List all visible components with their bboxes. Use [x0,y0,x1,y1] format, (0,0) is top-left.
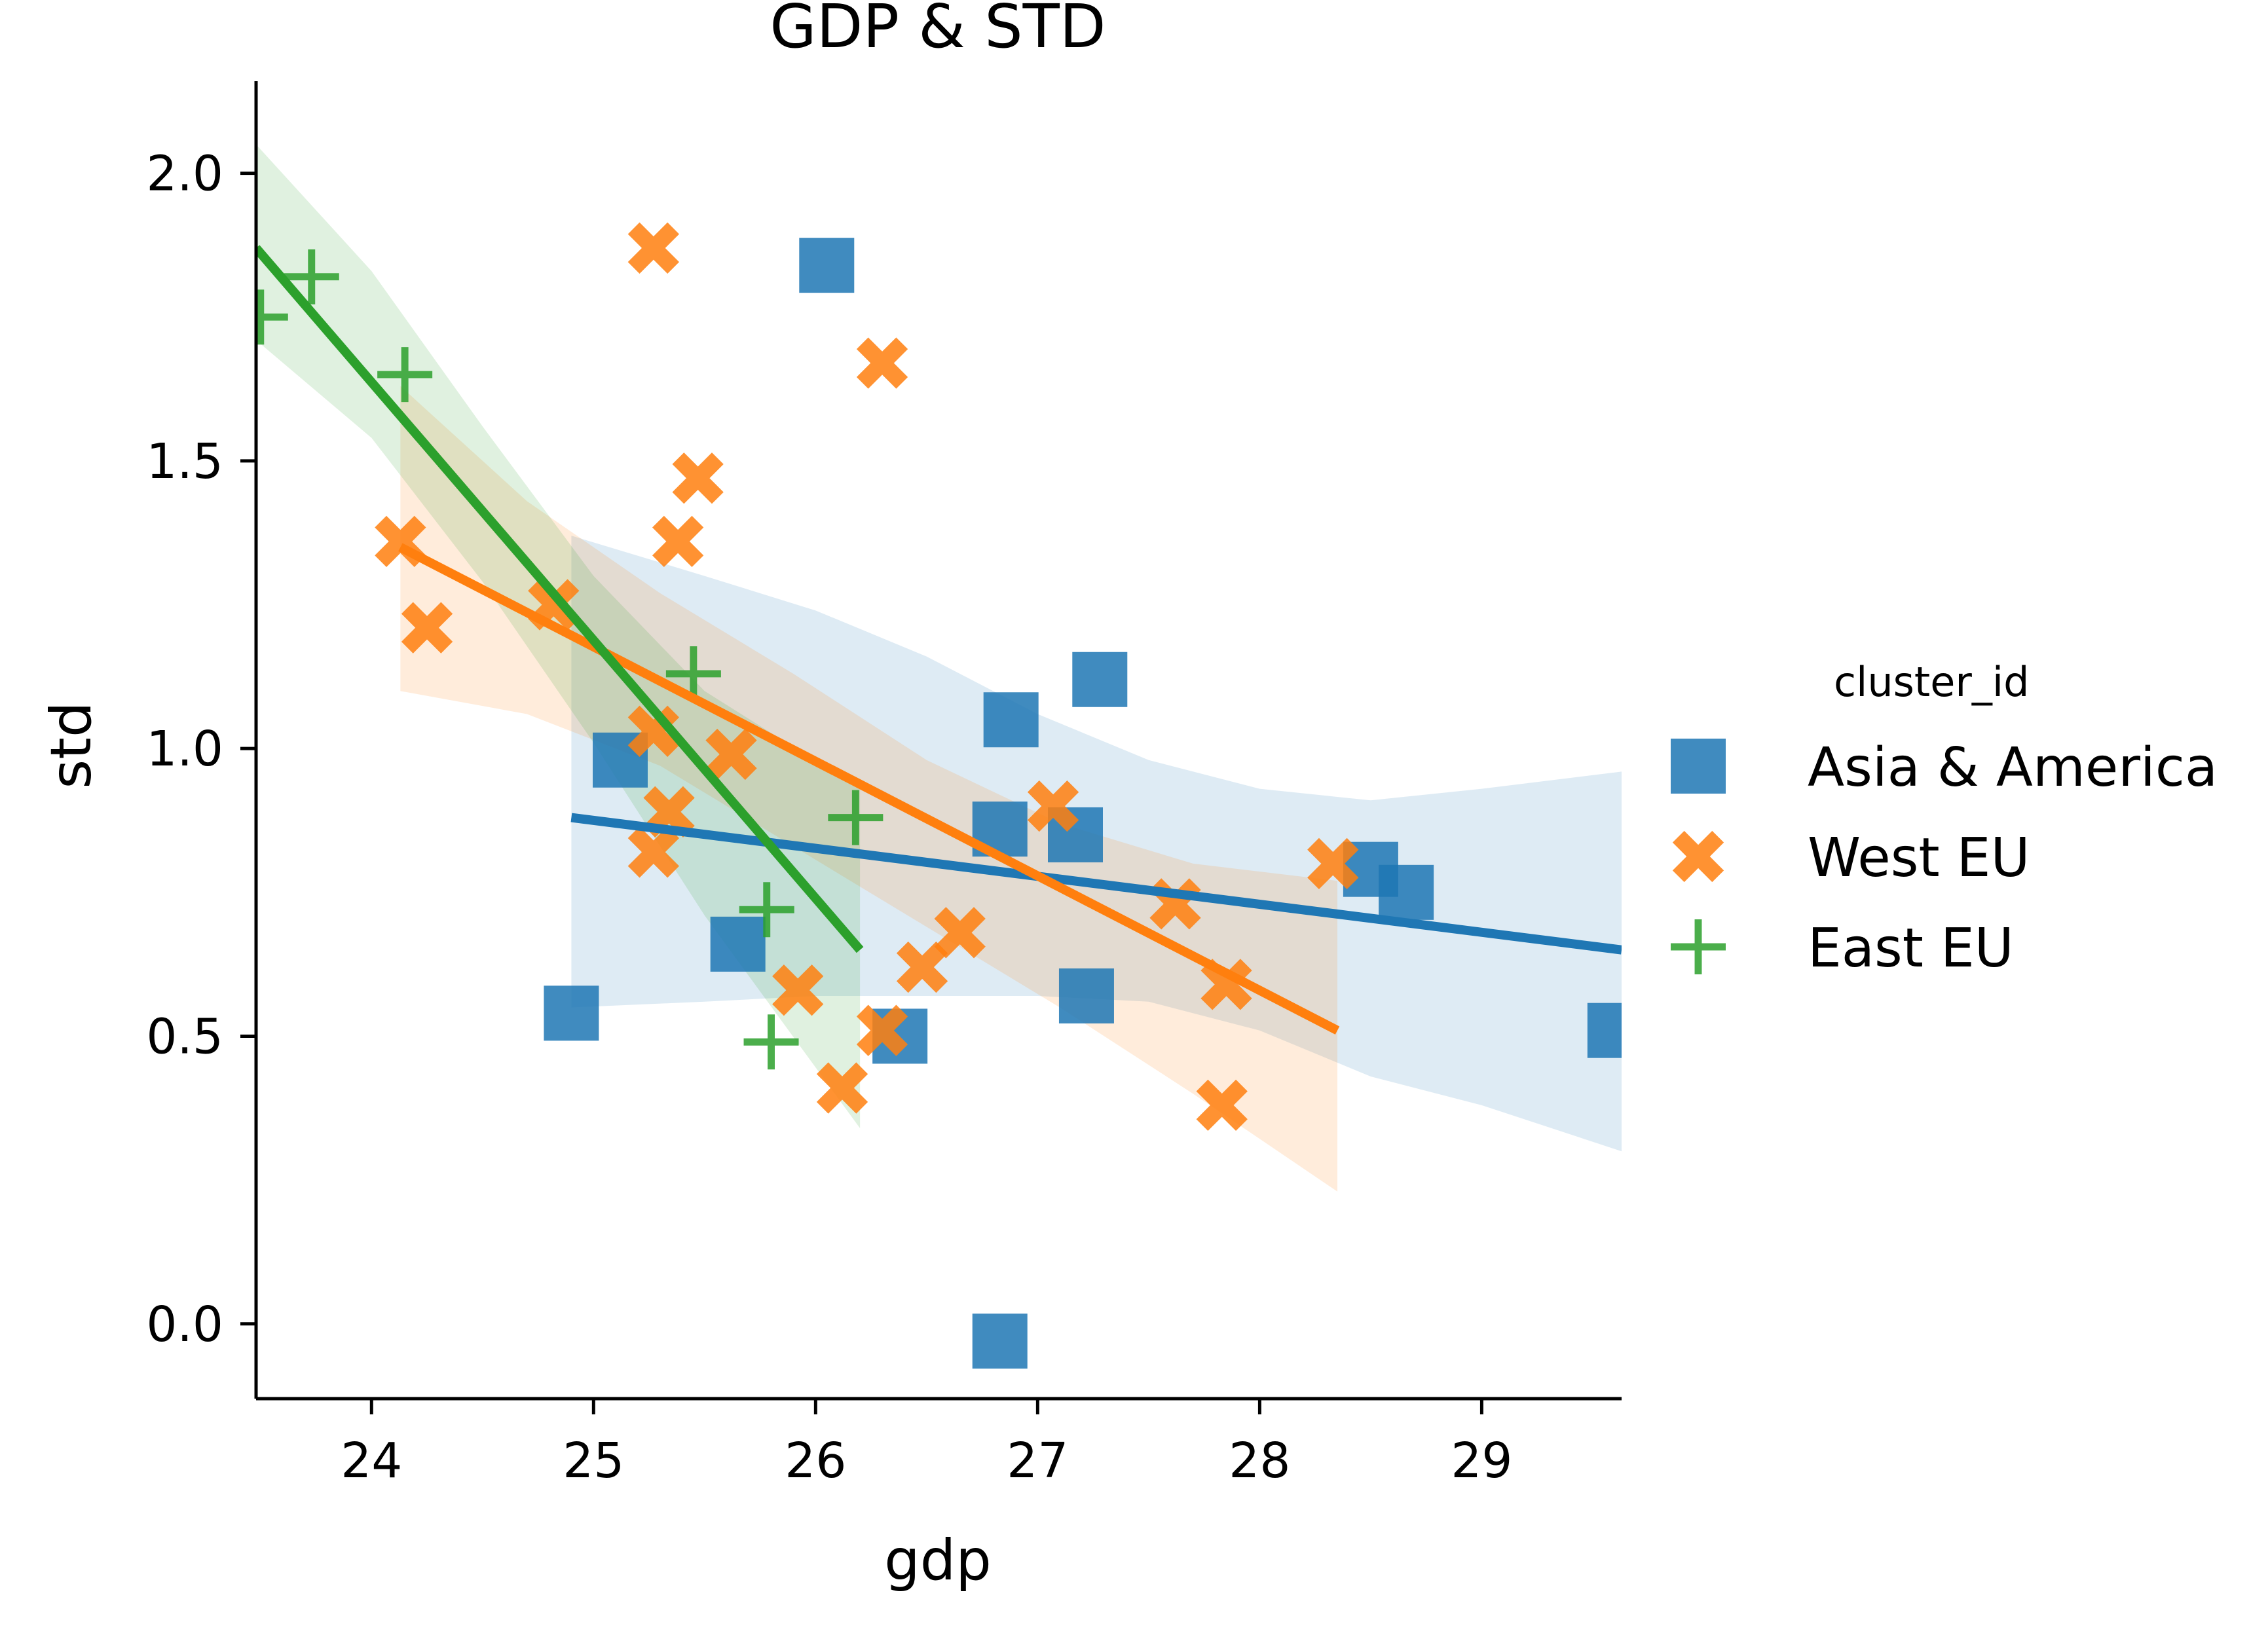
regression-line [398,543,1340,1035]
y-tick-label: 1.0 [146,721,223,777]
data-point [1196,1079,1248,1131]
y-tick-label: 0.5 [146,1008,223,1065]
data-point [284,249,339,304]
legend-entry-label: East EU [1808,917,2014,980]
data-point [856,337,908,389]
y-tick-label: 0.0 [146,1297,223,1353]
data-point [705,728,757,781]
data-point [401,602,453,653]
data-point [816,1062,868,1114]
plot-area [256,144,1622,1369]
x-tick-label: 27 [1007,1433,1068,1489]
data-point [627,826,679,878]
data-point [772,965,824,1016]
data-point [743,1014,799,1070]
data-point [799,238,855,293]
data-point [1058,968,1114,1023]
data-point [710,916,766,972]
confidence-bands [256,144,1622,1192]
chart-title: GDP & STD [770,0,1106,62]
data-point [672,452,724,504]
data-point [627,705,679,757]
legend-marker [1672,830,1724,883]
y-ticks: 0.0 0.5 1.0 1.5 2.0 [146,146,256,1353]
data-point [739,882,794,938]
scatter-points [256,222,1622,1369]
data-point [983,692,1039,748]
data-point [627,222,679,274]
x-axis-label: gdp [884,1528,992,1593]
data-point [652,515,704,568]
x-ticks: 24 25 26 27 28 29 [341,1399,1513,1489]
data-point [665,646,721,701]
x-tick-label: 28 [1229,1433,1290,1489]
data-point [1379,864,1434,920]
x-tick-label: 26 [785,1433,846,1489]
legend-marker [1671,739,1726,794]
y-tick-label: 1.5 [146,433,223,490]
data-point [544,985,599,1041]
data-point [1072,652,1128,707]
data-point [1027,780,1079,832]
data-point [1587,1002,1622,1058]
data-point [934,907,986,959]
data-point [856,1004,908,1056]
data-point [1307,837,1359,890]
legend-entry-label: West EU [1808,827,2030,889]
x-tick-label: 25 [563,1433,624,1489]
data-point [828,790,883,845]
y-tick-label: 2.0 [146,146,223,202]
regression-line [570,813,1622,955]
data-point [377,347,433,403]
x-tick-label: 29 [1451,1433,1512,1489]
data-point [896,941,948,993]
data-point [256,289,288,345]
x-tick-label: 24 [341,1433,402,1489]
legend-entry-label: Asia & America [1808,737,2218,799]
legend: cluster_id Asia & America West EU East EU [1671,658,2218,980]
regression-lines [256,245,1622,1035]
regression-line [256,245,864,953]
legend-title: cluster_id [1834,658,2029,706]
data-point [972,1314,1028,1369]
legend-marker [1671,919,1726,974]
y-axis-label: std [39,701,104,788]
